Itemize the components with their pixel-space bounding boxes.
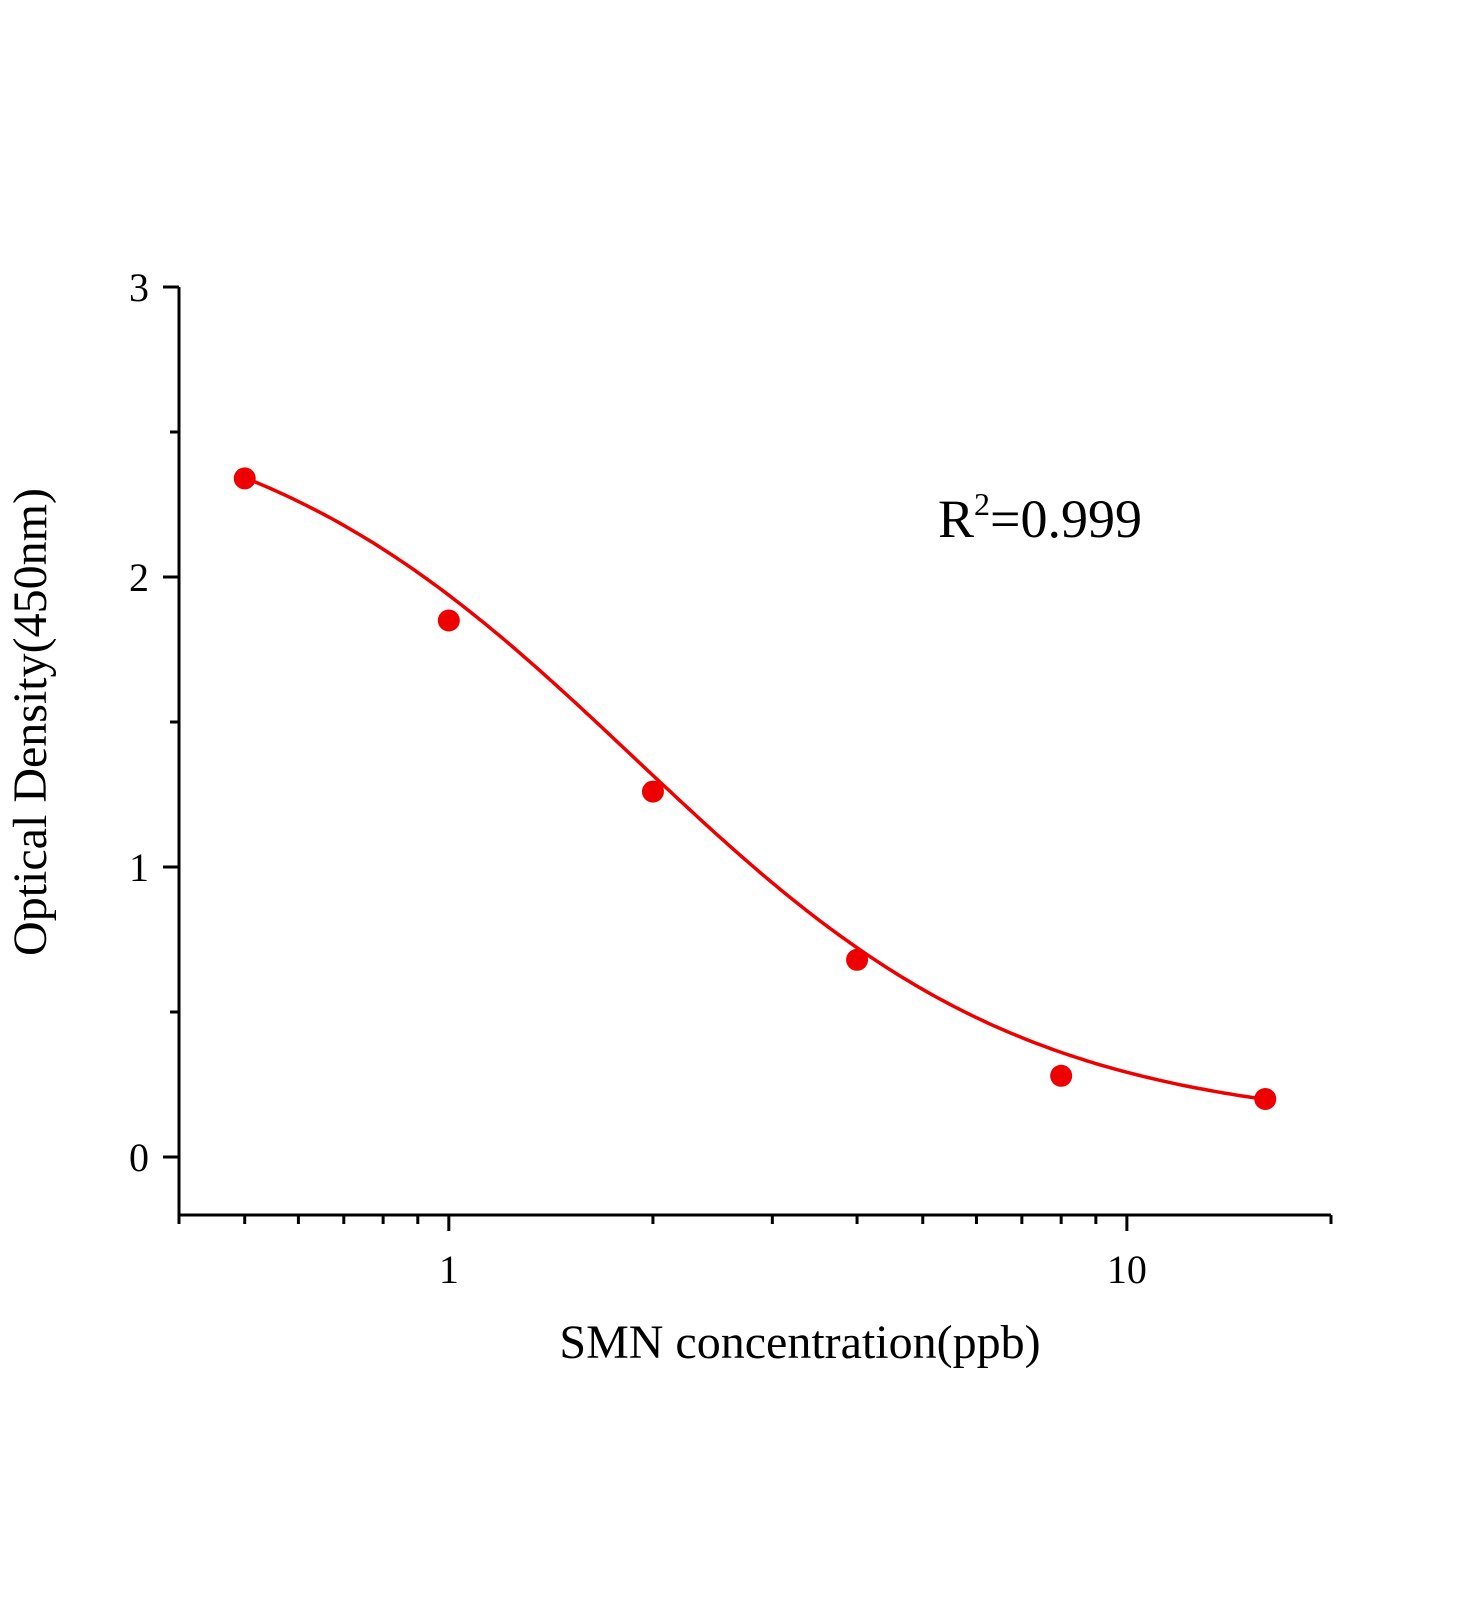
fit-curve — [244, 476, 1266, 1102]
data-point — [437, 609, 460, 632]
data-point — [641, 780, 664, 803]
x-axis-label: SMN concentration(ppb) — [559, 1316, 1040, 1369]
y-tick-label: 0 — [129, 1135, 149, 1180]
r-squared-sup: 2 — [974, 486, 990, 522]
x-tick-label: 10 — [1107, 1247, 1147, 1292]
y-axis-label: Optical Density(450nm) — [4, 488, 57, 956]
data-point — [1254, 1088, 1277, 1110]
y-tick-label: 1 — [129, 845, 149, 890]
y-tick-label: 2 — [129, 555, 149, 600]
data-point — [1050, 1064, 1073, 1087]
axes — [163, 285, 1333, 1231]
y-tick-label: 3 — [129, 265, 149, 310]
x-tick-label: 1 — [439, 1247, 459, 1292]
r-squared-value: =0.999 — [990, 489, 1142, 549]
data-point — [846, 948, 869, 971]
tick-labels: 0 1 2 3 1 10 — [129, 265, 1147, 1292]
r-squared-base: R — [938, 489, 974, 549]
data-points — [233, 467, 1277, 1110]
r-squared-annotation: R2=0.999 — [938, 486, 1142, 549]
data-point — [233, 467, 256, 490]
